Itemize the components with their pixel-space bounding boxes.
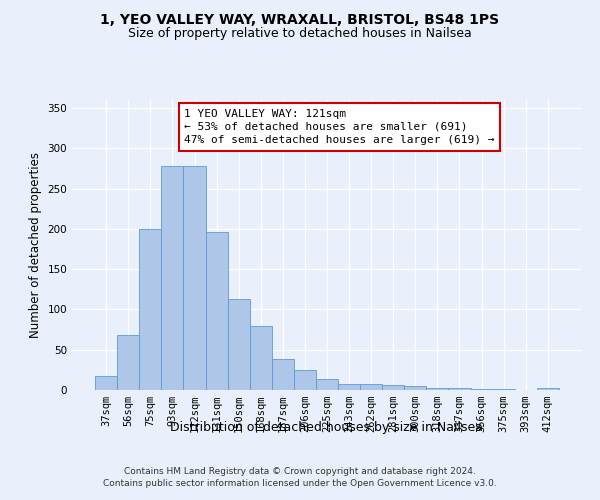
Bar — [250, 326, 272, 390]
Bar — [493, 389, 515, 390]
Text: 1, YEO VALLEY WAY, WRAXALL, BRISTOL, BS48 1PS: 1, YEO VALLEY WAY, WRAXALL, BRISTOL, BS4… — [100, 12, 500, 26]
Text: 1 YEO VALLEY WAY: 121sqm
← 53% of detached houses are smaller (691)
47% of semi-: 1 YEO VALLEY WAY: 121sqm ← 53% of detach… — [184, 108, 494, 145]
Y-axis label: Number of detached properties: Number of detached properties — [29, 152, 42, 338]
Bar — [206, 232, 227, 390]
Bar — [95, 376, 117, 390]
Bar — [184, 166, 206, 390]
Bar — [139, 229, 161, 390]
Bar — [470, 389, 493, 390]
Text: Contains HM Land Registry data © Crown copyright and database right 2024.
Contai: Contains HM Land Registry data © Crown c… — [103, 466, 497, 487]
Bar — [272, 360, 294, 390]
Bar — [427, 388, 448, 390]
Text: Size of property relative to detached houses in Nailsea: Size of property relative to detached ho… — [128, 28, 472, 40]
Bar — [382, 385, 404, 390]
Bar — [448, 388, 470, 390]
Bar — [338, 384, 360, 390]
Bar — [117, 335, 139, 390]
Text: Distribution of detached houses by size in Nailsea: Distribution of detached houses by size … — [170, 421, 484, 434]
Bar — [537, 388, 559, 390]
Bar — [316, 378, 338, 390]
Bar — [227, 299, 250, 390]
Bar — [404, 386, 427, 390]
Bar — [161, 166, 184, 390]
Bar — [294, 370, 316, 390]
Bar — [360, 384, 382, 390]
